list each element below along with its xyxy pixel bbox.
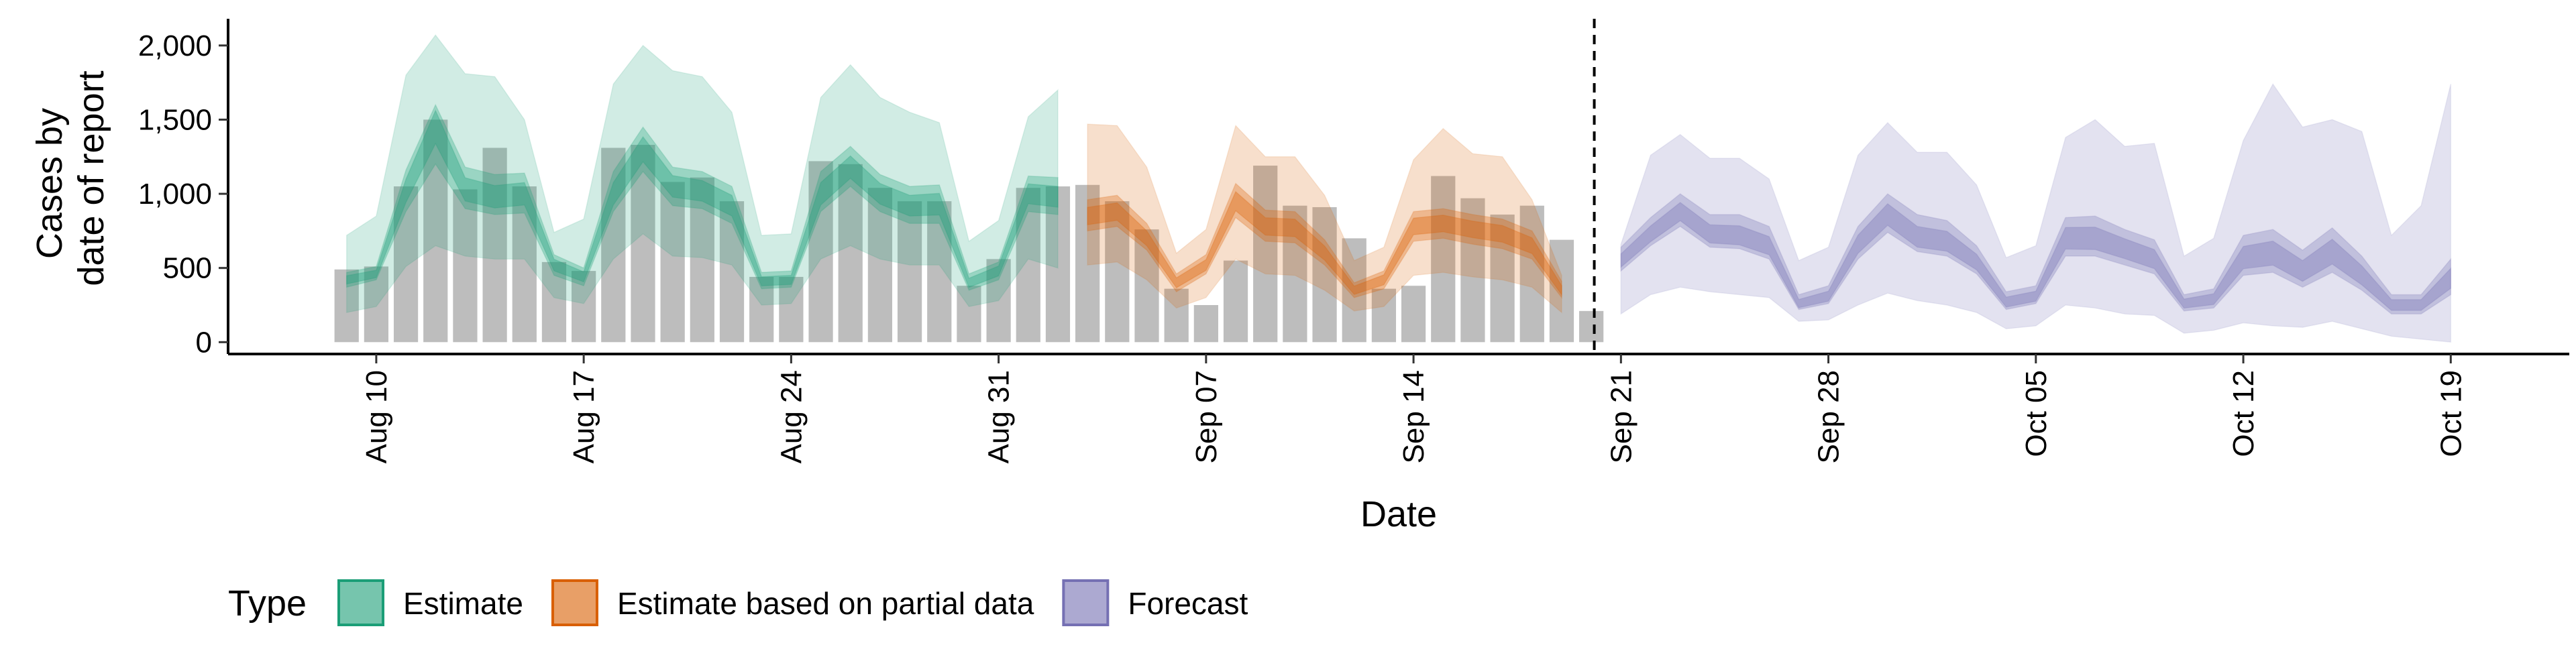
forecast-band-median (1620, 202, 2452, 311)
x-tick-label: Sep 21 (1605, 370, 1638, 463)
x-tick-label: Sep 14 (1397, 370, 1430, 463)
legend-label-partial-estimate: Estimate based on partial data (617, 586, 1034, 621)
y-axis-title-line-1: Cases by (30, 108, 70, 259)
estimate-band-median (345, 109, 1059, 288)
bar-reported-cases (927, 201, 952, 343)
y-tick-label: 1,500 (138, 103, 212, 136)
estimate-band-50 (345, 103, 1059, 291)
x-tick-label: Oct 05 (2020, 370, 2053, 457)
legend-key-estimate (337, 579, 384, 626)
y-axis-title: Cases by date of report (30, 70, 111, 286)
bar-reported-cases (1579, 310, 1604, 343)
bar-reported-cases (631, 145, 655, 343)
x-tick-label: Sep 07 (1190, 370, 1223, 463)
y-tick-label: 0 (196, 326, 212, 359)
x-tick-label: Oct 19 (2434, 370, 2467, 457)
bar-reported-cases (601, 148, 626, 343)
bar-reported-cases (1253, 166, 1278, 343)
bar-reported-cases (453, 189, 478, 343)
bar-reported-cases (897, 201, 922, 343)
bar-reported-cases (1134, 229, 1159, 343)
bar-reported-cases (749, 276, 774, 343)
bar-reported-cases (393, 186, 419, 343)
legend-label-estimate: Estimate (403, 586, 523, 621)
bar-reported-cases (1312, 207, 1337, 343)
bar-reported-cases (1075, 184, 1100, 343)
bar-reported-cases (1342, 238, 1366, 343)
bar-reported-cases (423, 119, 448, 343)
bar-reported-cases (512, 186, 537, 343)
x-tick-label: Aug 17 (568, 370, 600, 463)
bar-reported-cases (482, 148, 507, 343)
y-axis-title-line-2: date of report (71, 70, 111, 286)
legend-key-partial-estimate (551, 579, 598, 626)
y-tick-label: 500 (163, 252, 212, 285)
legend-label-forecast: Forecast (1128, 586, 1248, 621)
reported-cases-bars (334, 119, 1604, 343)
estimate-band-90 (345, 34, 1059, 314)
bar-reported-cases (957, 286, 981, 343)
y-tick-label: 1,000 (138, 178, 212, 211)
bar-reported-cases (1431, 176, 1456, 343)
bar-reported-cases (1460, 198, 1485, 343)
forecast-band-50 (1620, 193, 2452, 315)
bar-reported-cases (1401, 286, 1426, 343)
bar-reported-cases (690, 177, 714, 343)
bar-reported-cases (719, 201, 745, 343)
legend-key-forecast (1062, 579, 1110, 626)
bar-reported-cases (1164, 288, 1189, 343)
legend: Type Estimate Estimate based on partial da… (228, 579, 1248, 626)
axes: 0 500 1,000 1,500 2,000 Aug 10 Aug 17 Aug 24 Aug… (138, 19, 2569, 463)
x-tick-label: Aug 24 (775, 370, 808, 463)
bar-reported-cases (1283, 205, 1307, 343)
bar-reported-cases (334, 269, 359, 343)
bar-reported-cases (1016, 188, 1040, 343)
legend-title: Type (228, 583, 307, 624)
bar-reported-cases (808, 161, 833, 343)
partial-estimate-band-median (1087, 190, 1562, 297)
bar-reported-cases (1519, 205, 1544, 343)
bar-reported-cases (986, 259, 1011, 343)
x-tick-label: Sep 28 (1813, 370, 1845, 463)
bar-reported-cases (838, 164, 863, 343)
x-tick-label: Aug 10 (360, 370, 393, 463)
forecast-band-90 (1620, 82, 2452, 343)
bar-reported-cases (1371, 288, 1397, 343)
partial-estimate-band-90 (1087, 123, 1562, 314)
x-tick-label: Oct 12 (2227, 370, 2260, 457)
bar-reported-cases (1549, 239, 1574, 343)
ribbon-bands (345, 34, 2452, 343)
x-axis-title: Date (1360, 494, 1437, 534)
x-tick-label: Aug 31 (983, 370, 1016, 463)
partial-estimate-band-50 (1087, 182, 1562, 300)
y-tick-label: 2,000 (138, 30, 212, 62)
bar-reported-cases (364, 266, 388, 343)
bar-reported-cases (1045, 186, 1071, 343)
bar-reported-cases (1490, 215, 1515, 343)
bar-reported-cases (779, 276, 804, 343)
bar-reported-cases (572, 271, 596, 343)
bar-reported-cases (1105, 201, 1130, 343)
bar-reported-cases (1193, 304, 1218, 343)
bar-reported-cases (867, 188, 893, 343)
bar-reported-cases (660, 182, 685, 343)
bar-reported-cases (541, 261, 567, 343)
bar-reported-cases (1223, 260, 1248, 343)
